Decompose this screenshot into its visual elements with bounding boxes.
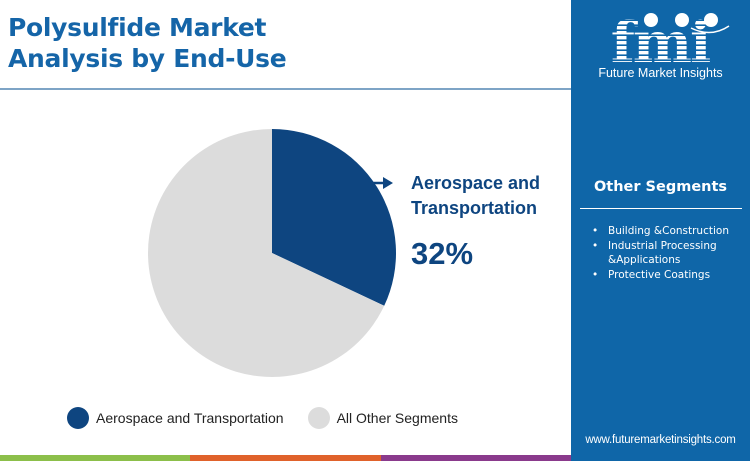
segment-item: Industrial Processing &Applications [592,239,747,268]
legend-swatch-aerospace [67,407,89,429]
callout-value: 32% [411,236,474,271]
title-line-2: Analysis by End-Use [8,44,287,73]
pie-slice-aerospace [272,129,396,306]
bottom-bar-purple [380,455,571,461]
title-line-1: Polysulfide Market [8,13,267,42]
bottom-bar-orange [190,455,381,461]
brand-name: Future Market Insights [598,66,723,80]
bottom-bar-green [0,455,191,461]
pie-chart [147,129,396,377]
legend-item-other: All Other Segments [307,407,458,429]
bottom-color-bar [0,455,571,461]
other-segments-divider [580,208,742,209]
brand-sidebar: fmi Future Market Insights Other Segment… [571,0,750,461]
page-title: Polysulfide Market Analysis by End-Use [8,12,408,74]
other-segments-title: Other Segments [593,179,728,195]
pie-slices [147,129,396,377]
segment-item: Protective Coatings [592,268,747,283]
fmi-logo-icon: fmi [611,10,730,76]
other-segments-list: Building &Construction Industrial Proces… [592,224,747,282]
legend-label-aerospace: Aerospace and Transportation [96,410,284,426]
callout-arrow-icon [372,177,393,189]
segment-item: Building &Construction [592,224,747,239]
legend-label-other: All Other Segments [336,410,458,426]
title-divider [0,88,571,90]
callout-label: Aerospace and Transportation [411,173,541,218]
pie-slice-other [147,129,385,377]
legend-item-aerospace: Aerospace and Transportation [67,407,284,429]
legend-swatch-other [307,407,330,429]
svg-text:fmi: fmi [611,10,710,76]
chart-legend: Aerospace and Transportation All Other S… [67,407,482,429]
website-link[interactable]: www.futuremarketinsights.com [585,434,736,446]
